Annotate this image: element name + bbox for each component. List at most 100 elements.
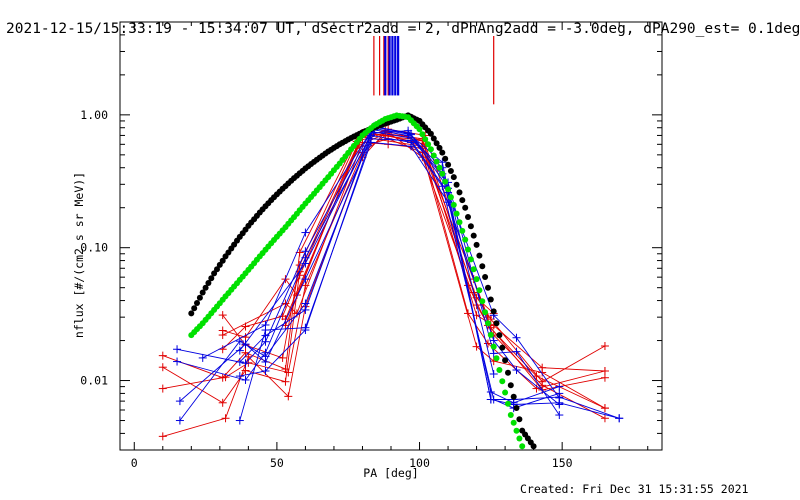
black-fit-point [510, 393, 517, 400]
green-fit-point [473, 276, 480, 283]
green-fit-point [499, 378, 506, 385]
green-fit-point [439, 170, 446, 177]
green-fit-point [476, 287, 483, 294]
green-fit-point [490, 343, 497, 350]
axes: 0 50 100 150 0.01 0.10 1.00 [80, 21, 662, 470]
black-fit-point [516, 416, 523, 423]
blue-data-point [301, 275, 310, 284]
black-fit-point [430, 135, 437, 142]
red-sweep-line [162, 133, 606, 404]
green-fit-point [459, 227, 466, 234]
green-fit-point [485, 320, 491, 327]
blue-data-point [615, 414, 624, 423]
black-fit-point [450, 174, 457, 181]
blue-data-point [367, 138, 376, 147]
black-fit-point [496, 332, 503, 339]
blue-data-point [489, 370, 498, 379]
green-fit-point [505, 400, 511, 407]
black-fit-point [476, 252, 483, 259]
sweep-lines [158, 122, 624, 441]
x-axis-label: PA [deg] [363, 466, 418, 480]
y-tick-label: 0.01 [80, 374, 108, 388]
green-fit-point [510, 419, 517, 426]
blue-data-point [555, 400, 564, 409]
blue-data-point [235, 416, 244, 425]
black-fit-point [199, 289, 206, 296]
green-fit-point [453, 210, 460, 217]
green-fit-point [445, 186, 452, 193]
blue-data-point [406, 129, 415, 138]
black-fit-point [447, 168, 454, 174]
blue-data-point [489, 395, 498, 404]
blue-data-point [241, 359, 250, 368]
black-fit-point [467, 223, 474, 230]
black-fit-point [465, 214, 471, 220]
blue-data-point [512, 333, 521, 342]
green-fit-point [447, 194, 454, 201]
blue-data-point [241, 375, 250, 384]
green-fit-point [467, 256, 474, 263]
red-data-point [483, 313, 492, 322]
green-fit-point [470, 266, 477, 273]
blue-sweep-line [239, 128, 495, 375]
blue-data-point [301, 305, 310, 314]
blue-data-point [301, 259, 310, 268]
blue-data-point [555, 411, 564, 420]
red-data-point [278, 353, 287, 362]
blue-data-point [438, 182, 447, 191]
blue-sweep-line [179, 130, 560, 404]
black-fit-point [479, 263, 486, 270]
plot-frame [119, 21, 663, 451]
blue-data-point [301, 228, 310, 237]
red-data-point [284, 368, 293, 377]
green-fit-point [436, 164, 443, 171]
blue-data-point [175, 416, 184, 425]
red-data-point [218, 331, 227, 340]
red-data-point [158, 363, 167, 372]
black-fit-point [194, 300, 200, 306]
green-fit-point [416, 126, 423, 133]
black-fit-point [445, 161, 452, 168]
green-fit-point [450, 201, 457, 208]
black-fit-point [473, 241, 480, 248]
red-sweep-line [162, 134, 606, 390]
green-fit-point [465, 246, 471, 253]
red-sweep-line [222, 141, 495, 336]
red-data-point [600, 366, 609, 375]
green-fit-point [433, 158, 440, 165]
black-fit-point [188, 310, 195, 317]
red-data-point [284, 392, 293, 401]
green-fit-point [419, 131, 426, 138]
green-fit-point [507, 412, 514, 418]
red-data-point [158, 432, 167, 441]
blue-data-point [235, 346, 244, 355]
red-data-point [241, 348, 250, 357]
red-sweep-line [222, 133, 605, 372]
green-fit-point [422, 136, 429, 143]
black-fit-point [456, 189, 463, 196]
red-data-point [218, 398, 227, 407]
blue-data-point [555, 382, 564, 391]
blue-data-point [444, 198, 453, 207]
green-fit-point [430, 152, 437, 159]
black-fit-point [490, 308, 497, 315]
black-fit-point [505, 369, 511, 376]
x-tick-label: 100 [409, 456, 430, 470]
red-data-point [600, 404, 609, 413]
red-data-point [600, 373, 609, 382]
black-fit-point [507, 382, 514, 389]
black-fit-point [202, 284, 209, 291]
black-fit-point [459, 197, 466, 204]
black-fit-point [493, 320, 500, 327]
fit-curves [188, 112, 537, 450]
black-fit-point [427, 130, 434, 137]
green-fit-point [513, 427, 520, 434]
red-data-point [218, 311, 227, 320]
black-fit-point [485, 284, 491, 291]
black-fit-point [219, 257, 226, 264]
black-fit-point [439, 149, 446, 156]
red-sweep-line [162, 130, 606, 409]
red-data-point [281, 377, 290, 386]
